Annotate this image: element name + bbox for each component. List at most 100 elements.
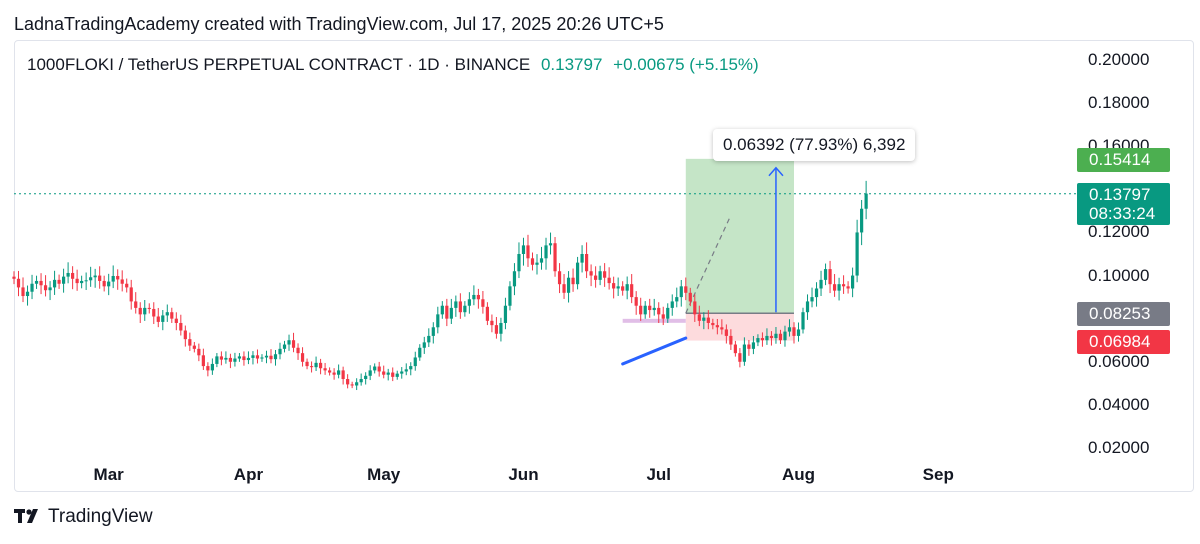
candle-body xyxy=(12,276,16,279)
candle-body xyxy=(693,301,697,315)
candle-body xyxy=(359,379,363,383)
candle-body xyxy=(197,348,201,356)
candle-body xyxy=(183,330,187,340)
last-price: 0.13797 xyxy=(540,55,603,74)
candle-body xyxy=(242,356,246,361)
candle-body xyxy=(657,307,661,315)
candle-body xyxy=(34,280,39,284)
candle-body xyxy=(246,357,251,361)
price-tick: 0.06000 xyxy=(1088,351,1150,371)
candle-body xyxy=(729,335,733,345)
candle-body xyxy=(291,340,296,348)
candle-body xyxy=(598,271,602,280)
candle-body xyxy=(323,368,327,371)
symbol-legend[interactable]: 1000FLOKI / TetherUS PERPETUAL CONTRACT … xyxy=(27,55,759,75)
candle-body xyxy=(670,301,674,308)
candle-body xyxy=(544,245,548,259)
candle-body xyxy=(111,275,115,282)
candle-body xyxy=(251,355,255,358)
candle-body xyxy=(431,327,435,336)
candle-body xyxy=(720,327,724,330)
candle-body xyxy=(846,286,850,289)
candle-body xyxy=(557,271,562,285)
candle-body xyxy=(237,356,242,359)
tradingview-brand[interactable]: TradingView xyxy=(14,506,153,528)
candle-body xyxy=(467,299,471,306)
candle-body xyxy=(458,301,462,313)
time-tick: Jul xyxy=(646,465,671,484)
candle-body xyxy=(341,370,345,380)
candle-body xyxy=(440,305,444,315)
candle-body xyxy=(138,307,142,315)
candle-body xyxy=(413,357,417,367)
candle-body xyxy=(39,280,43,286)
candle-body xyxy=(233,358,237,362)
candle-body xyxy=(787,327,792,332)
candle-body xyxy=(828,269,832,285)
candle-body xyxy=(156,316,160,322)
candle-body xyxy=(391,372,395,377)
candle-body xyxy=(120,279,124,284)
candle-body xyxy=(377,366,381,372)
candle-body xyxy=(71,272,75,279)
candle-body xyxy=(612,283,616,289)
candle-body xyxy=(350,384,354,386)
candle-body xyxy=(161,315,165,322)
candle-body xyxy=(463,305,467,313)
candle-body xyxy=(201,355,205,367)
candle-body xyxy=(792,327,796,336)
symbol-name: 1000FLOKI / TetherUS PERPETUAL CONTRACT … xyxy=(27,55,531,74)
measure-label: 0.06392 (77.93%) 6,392 xyxy=(713,129,916,161)
candle-body xyxy=(566,277,571,293)
candle-body xyxy=(643,305,647,315)
candle-body xyxy=(485,306,490,321)
candle-body xyxy=(539,258,544,263)
candle-body xyxy=(639,305,643,315)
candle-body xyxy=(607,277,611,284)
candle-body xyxy=(738,353,742,362)
candle-body xyxy=(116,275,120,280)
candle-body xyxy=(679,286,683,298)
candle-body xyxy=(210,363,214,371)
candle-body xyxy=(494,325,499,334)
candle-body xyxy=(841,284,846,287)
candle-body xyxy=(260,357,264,359)
candle-body xyxy=(93,275,97,278)
candle-body xyxy=(264,355,269,358)
candle-body xyxy=(810,297,814,302)
candle-body xyxy=(724,329,728,336)
price-change: +0.00675 (+5.15%) xyxy=(613,55,759,74)
candle-body xyxy=(368,370,372,376)
candle-body xyxy=(418,347,422,358)
candle-body xyxy=(796,329,801,336)
candle-body xyxy=(702,317,706,321)
candle-body xyxy=(170,312,174,319)
candle-body xyxy=(332,372,336,375)
candle-body xyxy=(801,312,805,330)
candle-body xyxy=(851,275,855,289)
candle-body xyxy=(25,291,30,297)
candle-body xyxy=(395,373,399,377)
candle-body xyxy=(630,284,634,298)
candle-body xyxy=(422,342,426,348)
candle-body xyxy=(179,322,183,331)
candle-body xyxy=(174,318,178,323)
candle-body xyxy=(57,279,61,284)
candle-body xyxy=(449,307,453,319)
target-zone xyxy=(685,158,794,314)
candle-body xyxy=(503,305,508,323)
candle-body xyxy=(733,344,737,354)
candle-body xyxy=(206,366,210,371)
price-tick: 0.12000 xyxy=(1088,222,1150,242)
candle-body xyxy=(823,269,828,280)
candle-body xyxy=(837,284,841,291)
candle-body xyxy=(706,317,710,323)
candle-body xyxy=(318,362,323,369)
candle-body xyxy=(224,357,228,360)
candle-body xyxy=(16,278,21,288)
candle-body xyxy=(535,262,539,265)
price-tick: 0.10000 xyxy=(1088,265,1150,285)
candle-body xyxy=(571,277,575,285)
candle-body xyxy=(621,286,625,291)
